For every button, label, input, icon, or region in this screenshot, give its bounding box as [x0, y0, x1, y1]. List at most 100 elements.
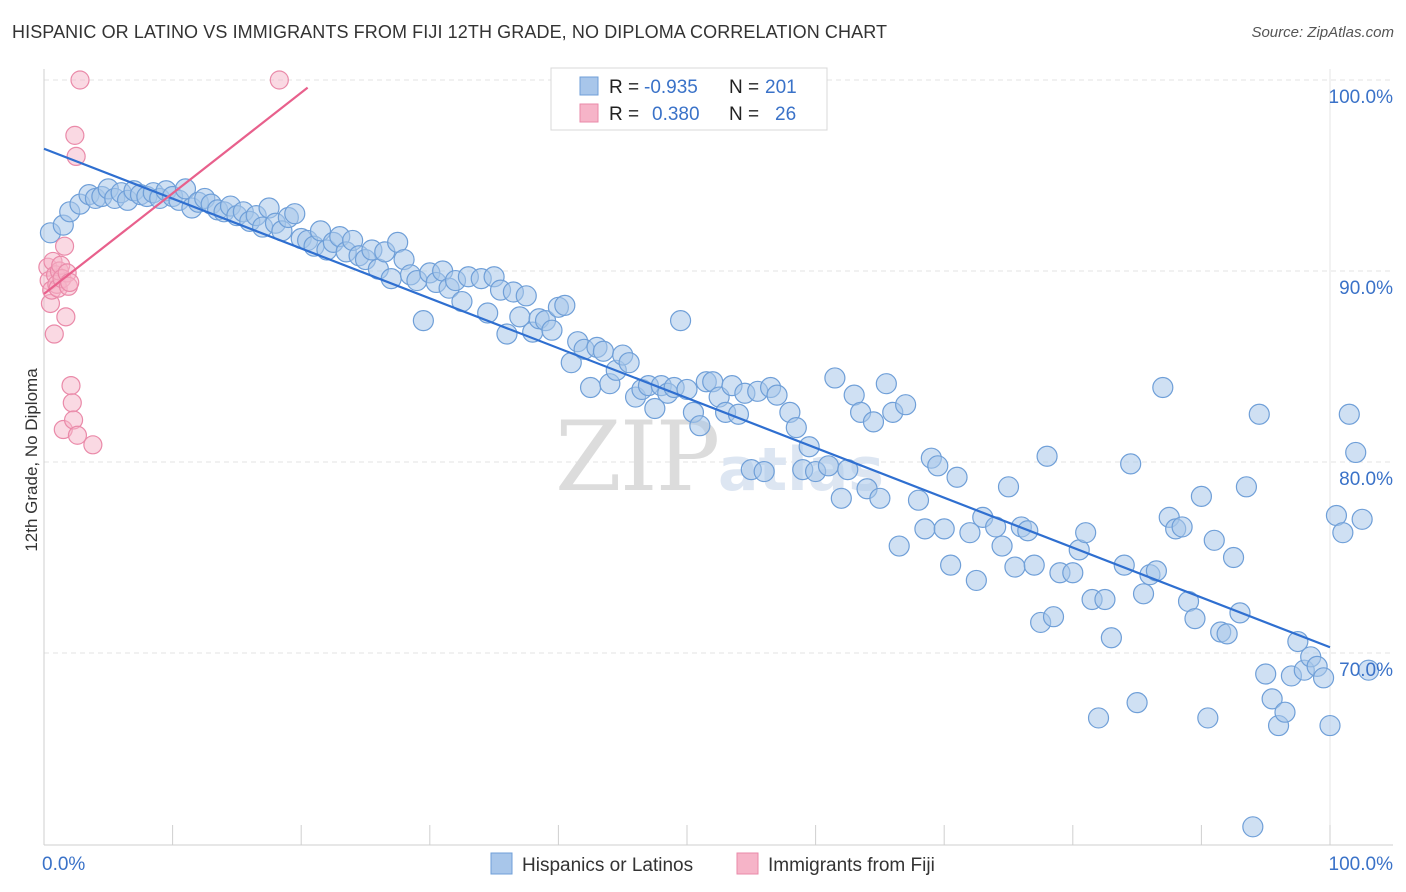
- data-point-fiji: [269, 70, 289, 90]
- legend: Hispanics or Latinos Immigrants from Fij…: [490, 852, 935, 876]
- stats-r-label-blue: R =: [609, 77, 639, 98]
- data-point-hispanics: [946, 466, 968, 488]
- legend-swatch-hispanics[interactable]: [490, 852, 513, 875]
- data-point-hispanics: [676, 378, 698, 401]
- stats-n-label-blue: N =: [729, 77, 759, 98]
- data-point-fiji: [66, 146, 86, 166]
- data-point-fiji: [61, 376, 81, 396]
- series-hispanics-points: [39, 178, 1380, 838]
- data-point-hispanics: [1087, 707, 1110, 729]
- trend-line-hispanics: [43, 147, 1331, 649]
- data-point-hispanics: [959, 522, 981, 544]
- data-point-hispanics: [907, 489, 930, 511]
- stats-r-value-pink: 0.380: [652, 104, 700, 125]
- data-point-hispanics: [689, 415, 711, 437]
- data-point-hispanics: [785, 417, 807, 439]
- data-point-hispanics: [1197, 707, 1219, 729]
- data-point-hispanics: [1184, 608, 1206, 630]
- stats-legend: R = -0.935 N = 201 R = 0.380 N = 26: [550, 67, 828, 131]
- data-point-hispanics: [1345, 441, 1367, 464]
- data-point-hispanics: [753, 460, 775, 483]
- source-credit: Source: ZipAtlas.com: [1251, 24, 1394, 41]
- data-point-hispanics: [1351, 508, 1373, 530]
- data-point-hispanics: [1042, 606, 1065, 628]
- data-point-hispanics: [1274, 701, 1296, 723]
- data-point-hispanics: [1152, 376, 1174, 399]
- legend-label-fiji[interactable]: Immigrants from Fiji: [768, 855, 935, 876]
- data-point-hispanics: [1242, 816, 1264, 838]
- data-point-hispanics: [766, 384, 788, 406]
- data-point-hispanics: [1023, 554, 1045, 576]
- data-point-hispanics: [579, 376, 602, 399]
- data-point-hispanics: [1062, 562, 1084, 584]
- data-point-fiji: [62, 393, 82, 413]
- data-point-hispanics: [1004, 556, 1026, 578]
- legend-label-hispanics[interactable]: Hispanics or Latinos: [522, 855, 693, 876]
- data-point-hispanics: [1171, 516, 1193, 538]
- data-point-hispanics: [1338, 403, 1360, 425]
- data-point-hispanics: [1216, 623, 1238, 645]
- data-point-fiji: [65, 125, 85, 145]
- y-tick-label: 90.0%: [1339, 278, 1393, 299]
- data-point-hispanics: [798, 436, 820, 458]
- stats-n-label-pink: N =: [729, 104, 759, 125]
- x-tick-label-min: 0.0%: [42, 854, 85, 875]
- data-point-hispanics: [554, 294, 576, 316]
- data-point-hispanics: [1190, 485, 1213, 507]
- data-point-hispanics: [1203, 529, 1225, 551]
- data-point-hispanics: [927, 455, 949, 477]
- data-point-hispanics: [1036, 445, 1058, 467]
- y-tick-label: 100.0%: [1329, 87, 1394, 108]
- data-point-hispanics: [1100, 627, 1122, 649]
- data-point-hispanics: [515, 285, 537, 307]
- legend-swatch-fiji[interactable]: [736, 852, 759, 875]
- y-axis-label: 12th Grade, No Diploma: [22, 368, 41, 552]
- data-point-hispanics: [1222, 546, 1245, 569]
- data-point-hispanics: [875, 373, 897, 395]
- data-point-hispanics: [1319, 714, 1341, 737]
- data-point-hispanics: [895, 394, 917, 416]
- data-point-hispanics: [284, 203, 306, 225]
- stats-swatch-blue: [579, 76, 599, 96]
- data-point-hispanics: [824, 367, 846, 389]
- data-point-fiji: [70, 70, 90, 90]
- data-point-hispanics: [1075, 522, 1097, 544]
- data-point-hispanics: [1120, 453, 1142, 475]
- data-point-hispanics: [1132, 583, 1155, 605]
- data-point-hispanics: [991, 535, 1013, 557]
- data-point-hispanics: [412, 310, 434, 332]
- data-point-hispanics: [644, 397, 666, 420]
- stats-r-value-blue: -0.935: [644, 77, 698, 98]
- data-point-hispanics: [997, 476, 1020, 498]
- data-point-hispanics: [862, 411, 885, 433]
- trend-line-fiji: [43, 86, 309, 295]
- data-point-hispanics: [1248, 403, 1270, 425]
- data-point-hispanics: [830, 487, 852, 509]
- data-point-hispanics: [965, 569, 987, 592]
- data-point-hispanics: [669, 310, 692, 332]
- data-point-hispanics: [1255, 663, 1277, 685]
- x-tick-label-max: 100.0%: [1329, 854, 1394, 875]
- stats-swatch-pink: [579, 103, 599, 123]
- data-point-hispanics: [541, 319, 563, 341]
- data-point-hispanics: [174, 178, 197, 200]
- data-point-hispanics: [888, 535, 910, 557]
- data-point-hispanics: [1235, 476, 1258, 498]
- data-point-fiji: [60, 272, 80, 293]
- data-point-fiji: [83, 435, 103, 455]
- y-tick-label: 80.0%: [1339, 469, 1393, 490]
- series-fiji-points: [38, 70, 289, 455]
- data-point-hispanics: [1332, 522, 1354, 544]
- stats-r-label-pink: R =: [609, 104, 639, 125]
- data-point-hispanics: [1094, 588, 1116, 611]
- data-point-fiji: [67, 425, 88, 445]
- tick-labels: 100.0% 90.0% 80.0% 70.0% 0.0% 100.0%: [42, 87, 1393, 875]
- data-point-hispanics: [1126, 692, 1148, 714]
- grid-lines: [44, 79, 1393, 654]
- data-point-hispanics: [618, 352, 640, 374]
- data-point-hispanics: [817, 455, 840, 477]
- stats-n-value-pink: 26: [775, 104, 796, 125]
- data-point-hispanics: [1261, 688, 1283, 710]
- stats-n-value-blue: 201: [765, 77, 797, 98]
